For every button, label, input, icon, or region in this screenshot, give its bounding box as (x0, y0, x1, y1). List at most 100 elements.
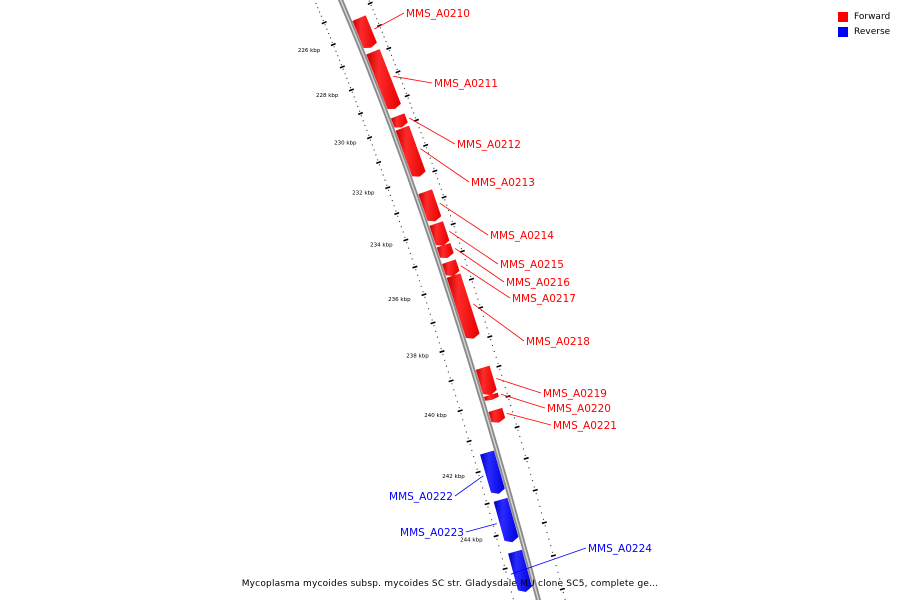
minor-tick (368, 134, 370, 136)
minor-tick (433, 325, 435, 327)
gene-arrow-mms-a0210[interactable] (352, 15, 377, 49)
outer-major-tick (450, 222, 456, 226)
minor-tick (435, 330, 437, 332)
inner-major-tick (466, 439, 472, 443)
minor-tick (389, 194, 391, 196)
minor-tick (507, 578, 509, 580)
gene-arrow-mms-a0215[interactable] (429, 221, 450, 246)
minor-tick (482, 487, 484, 489)
gene-label-mms-a0210[interactable]: MMS_A0210 (406, 8, 470, 20)
gene-arrow-mms-a0220[interactable] (483, 392, 499, 401)
legend-forward-label: Forward (854, 11, 891, 22)
tick-label: 244 kbp (460, 538, 483, 544)
leader-line (500, 393, 546, 409)
minor-tick (480, 481, 482, 483)
leader-line (393, 75, 433, 84)
gene-label-mms-a0217[interactable]: MMS_A0217 (512, 293, 576, 305)
minor-tick (522, 448, 525, 450)
minor-tick (500, 551, 502, 553)
minor-tick (455, 395, 457, 397)
gene-arrow-mms-a0213[interactable] (395, 125, 426, 177)
minor-tick (453, 226, 455, 228)
minor-tick (339, 59, 341, 61)
minor-tick (406, 242, 408, 244)
minor-tick (488, 333, 490, 335)
minor-tick (379, 27, 381, 29)
minor-tick (446, 204, 448, 206)
gene-arrow-mms-a0217[interactable] (442, 259, 460, 277)
minor-tick (380, 169, 382, 171)
leader-line (510, 547, 587, 575)
tick-label: 226 kbp (298, 48, 321, 54)
minor-tick (411, 258, 413, 260)
leader-line (465, 523, 497, 533)
tick-label: 230 kbp (334, 141, 357, 147)
leader-line (460, 265, 511, 299)
gene-arrow-mms-a0219[interactable] (475, 365, 497, 396)
outer-major-tick (404, 94, 410, 98)
minor-tick (394, 64, 396, 66)
minor-tick (497, 362, 499, 364)
minor-tick (491, 344, 494, 347)
inner-major-tick (412, 265, 418, 269)
legend-forward: Forward (838, 9, 890, 24)
minor-tick (373, 149, 375, 151)
gene-label-mms-a0214[interactable]: MMS_A0214 (490, 230, 554, 242)
gene-arrow-mms-a0221[interactable] (488, 407, 506, 423)
inner-major-tick (330, 42, 336, 47)
gene-label-mms-a0212[interactable]: MMS_A0212 (457, 139, 521, 151)
minor-tick (515, 423, 517, 425)
minor-tick (370, 4, 372, 7)
gene-label-mms-a0216[interactable]: MMS_A0216 (506, 277, 570, 289)
minor-tick (504, 386, 506, 388)
minor-tick (342, 68, 344, 70)
minor-tick (533, 486, 535, 488)
gene-label-mms-a0220[interactable]: MMS_A0220 (547, 403, 611, 415)
gene-arrow-mms-a0211[interactable] (366, 49, 401, 110)
gene-label-mms-a0219[interactable]: MMS_A0219 (543, 388, 607, 400)
minor-tick (372, 9, 374, 11)
minor-tick (460, 248, 462, 250)
gene-arrow-mms-a0223[interactable] (493, 497, 519, 543)
inner-major-tick (321, 20, 327, 25)
gene-arrow-mms-a0216[interactable] (436, 242, 454, 258)
gene-label-mms-a0215[interactable]: MMS_A0215 (500, 259, 564, 271)
gene-arrow-mms-a0218[interactable] (446, 273, 480, 339)
minor-tick (349, 87, 352, 89)
gene-label-mms-a0218[interactable]: MMS_A0218 (526, 336, 590, 348)
minor-tick (550, 545, 552, 547)
minor-tick (359, 110, 361, 112)
minor-tick (510, 591, 512, 593)
minor-tick (494, 532, 496, 534)
tick-label: 242 kbp (442, 474, 465, 480)
minor-tick (396, 68, 398, 70)
minor-tick (383, 36, 385, 38)
gene-label-mms-a0222[interactable]: MMS_A0222 (389, 491, 453, 503)
gene-label-mms-a0224[interactable]: MMS_A0224 (588, 543, 652, 555)
gene-label-mms-a0223[interactable]: MMS_A0223 (400, 527, 464, 539)
minor-tick (528, 467, 530, 469)
gene-arrow-mms-a0222[interactable] (480, 450, 505, 494)
gene-label-mms-a0211[interactable]: MMS_A0211 (434, 78, 498, 90)
gene-arrow-mms-a0212[interactable] (390, 113, 408, 128)
leader-line (420, 148, 470, 183)
gene-arrow-mms-a0214[interactable] (418, 189, 442, 222)
minor-tick (376, 18, 378, 20)
inner-major-tick (502, 567, 508, 571)
minor-tick (548, 538, 550, 540)
gene-label-mms-a0213[interactable]: MMS_A0213 (471, 177, 535, 189)
minor-tick (346, 77, 348, 79)
gene-label-mms-a0221[interactable]: MMS_A0221 (553, 420, 617, 432)
minor-tick (512, 598, 514, 600)
legend: Forward Reverse (838, 9, 890, 39)
minor-tick (557, 571, 559, 573)
leader-line (409, 117, 456, 145)
minor-tick (491, 519, 493, 521)
minor-tick (355, 101, 357, 103)
inner-major-tick (439, 350, 445, 354)
minor-tick (403, 87, 406, 90)
leader-line (454, 248, 505, 283)
minor-tick (411, 107, 413, 109)
tick-label: 232 kbp (352, 190, 375, 196)
minor-tick (537, 499, 539, 501)
